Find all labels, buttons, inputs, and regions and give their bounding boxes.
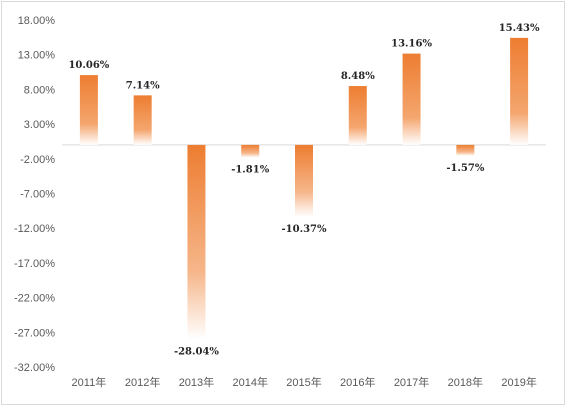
bar xyxy=(187,144,206,340)
data-label: -1.57% xyxy=(446,163,485,174)
data-label: -10.37% xyxy=(282,224,327,235)
bar xyxy=(295,144,313,217)
data-label: 10.06% xyxy=(68,60,109,71)
y-tick-label: -17.00% xyxy=(14,258,55,270)
y-tick-label: 13.00% xyxy=(18,50,56,62)
y-tick-label: -27.00% xyxy=(14,327,55,339)
x-tick-label: 2011年 xyxy=(72,375,107,389)
x-tick-label: 2013年 xyxy=(179,375,214,389)
bar xyxy=(241,144,260,158)
y-tick-label: 18.00% xyxy=(18,15,56,27)
bar xyxy=(133,95,152,145)
x-tick-label: 2019年 xyxy=(501,375,536,389)
x-tick-label: 2017年 xyxy=(394,375,429,389)
x-axis: 2011年 2012年 2013年 2014年 2015年 2016年 2017年 2018年… xyxy=(72,375,537,389)
bar xyxy=(402,53,421,145)
x-tick-label: 2015年 xyxy=(286,375,321,389)
data-label: 8.48% xyxy=(341,71,375,82)
x-tick-label: 2018年 xyxy=(448,375,483,389)
y-tick-label: 3.00% xyxy=(24,119,55,131)
y-tick-label: -7.00% xyxy=(20,189,55,201)
data-label: 7.14% xyxy=(126,80,160,91)
data-label: -28.04% xyxy=(174,347,219,358)
bar xyxy=(456,144,475,156)
bar xyxy=(79,75,98,145)
x-tick-label: 2012年 xyxy=(125,375,160,389)
x-tick-label: 2014年 xyxy=(232,375,267,389)
y-tick-label: -32.00% xyxy=(14,362,55,374)
bar xyxy=(348,86,367,145)
x-tick-label: 2016年 xyxy=(340,375,375,389)
y-tick-label: -12.00% xyxy=(14,223,55,235)
y-tick-label: -2.00% xyxy=(20,154,55,166)
data-label: 15.43% xyxy=(499,23,540,34)
data-label: 13.16% xyxy=(391,39,432,50)
bars-group xyxy=(79,37,529,340)
data-label: -1.81% xyxy=(231,164,270,175)
y-tick-label: 8.00% xyxy=(24,84,55,96)
data-labels-group: 10.06% 7.14% -28.04% -1.81% -10.37% 8.48% 13.1… xyxy=(68,23,540,358)
bar xyxy=(510,37,529,145)
y-tick-label: -22.00% xyxy=(14,293,55,305)
